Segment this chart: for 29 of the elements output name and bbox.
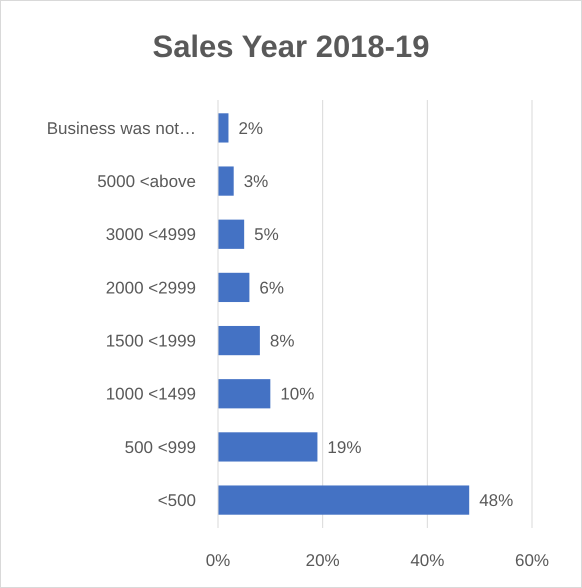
y-tick-label: 1000 <1499 [106, 384, 196, 404]
data-label: 10% [280, 384, 314, 404]
bar [218, 166, 234, 196]
y-tick-label: Business was not… [46, 118, 196, 138]
y-tick-label: <500 [158, 491, 196, 510]
x-tick-label: 40% [410, 551, 444, 570]
x-tick-label: 0% [206, 551, 230, 570]
x-tick-label: 20% [306, 551, 340, 570]
bar [218, 113, 228, 143]
bar [218, 272, 250, 302]
y-tick-label: 500 <999 [124, 438, 196, 457]
data-label: 2% [238, 118, 264, 138]
y-tick-label: 3000 <4999 [106, 225, 196, 244]
bar [218, 485, 470, 515]
data-label: 5% [254, 225, 279, 244]
data-label: 6% [259, 278, 284, 298]
data-label: 8% [270, 332, 294, 351]
data-label: 3% [244, 172, 268, 192]
chart-title: Sales Year 2018-19 [152, 29, 430, 64]
bar [218, 379, 270, 408]
data-label: 19% [327, 438, 362, 457]
data-label: 48% [479, 491, 514, 510]
x-tick-label: 60% [514, 551, 550, 570]
y-tick-label: 2000 <2999 [106, 278, 196, 298]
bar [218, 220, 244, 249]
bar [218, 432, 318, 462]
y-tick-label: 1500 <1999 [106, 332, 196, 351]
bar [218, 326, 260, 356]
y-tick-label: 5000 <above [97, 172, 196, 192]
